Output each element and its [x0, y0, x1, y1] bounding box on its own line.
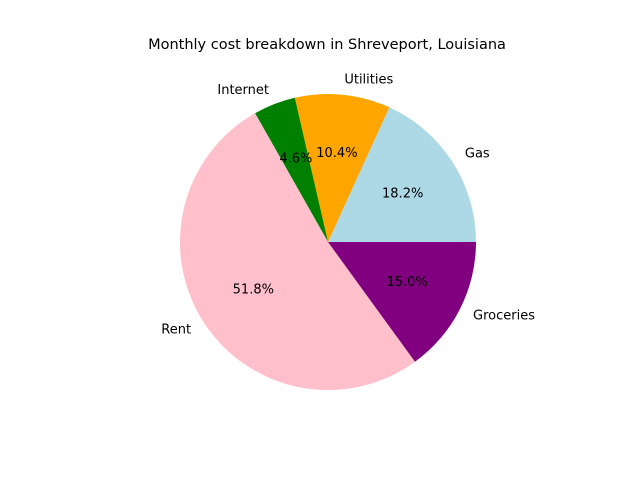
pie-slice-utilities — [294, 94, 390, 242]
pie-slice-gas — [328, 107, 476, 242]
slice-label-gas: Gas — [465, 146, 490, 161]
slice-label-rent: Rent — [161, 323, 191, 338]
chart-title: Monthly cost breakdown in Shreveport, Lo… — [148, 37, 506, 53]
slice-percent-gas: 18.2% — [382, 186, 423, 201]
pie-slice-internet — [255, 97, 328, 242]
slice-label-utilities: Utilities — [344, 73, 393, 88]
pie-slice-groceries — [328, 242, 476, 362]
slice-percent-utilities: 10.4% — [316, 146, 357, 161]
pie-labels: Gas 18.2% Utilities 10.4% Internet 4.6% Rent 51… — [161, 73, 535, 338]
slice-label-internet: Internet — [217, 83, 269, 98]
slice-percent-groceries: 15.0% — [386, 275, 427, 290]
pie-slice-rent — [180, 113, 415, 390]
slice-percent-rent: 51.8% — [233, 283, 274, 298]
slice-percent-internet: 4.6% — [279, 152, 312, 167]
slice-label-groceries: Groceries — [473, 308, 535, 323]
pie-slices — [180, 94, 476, 390]
